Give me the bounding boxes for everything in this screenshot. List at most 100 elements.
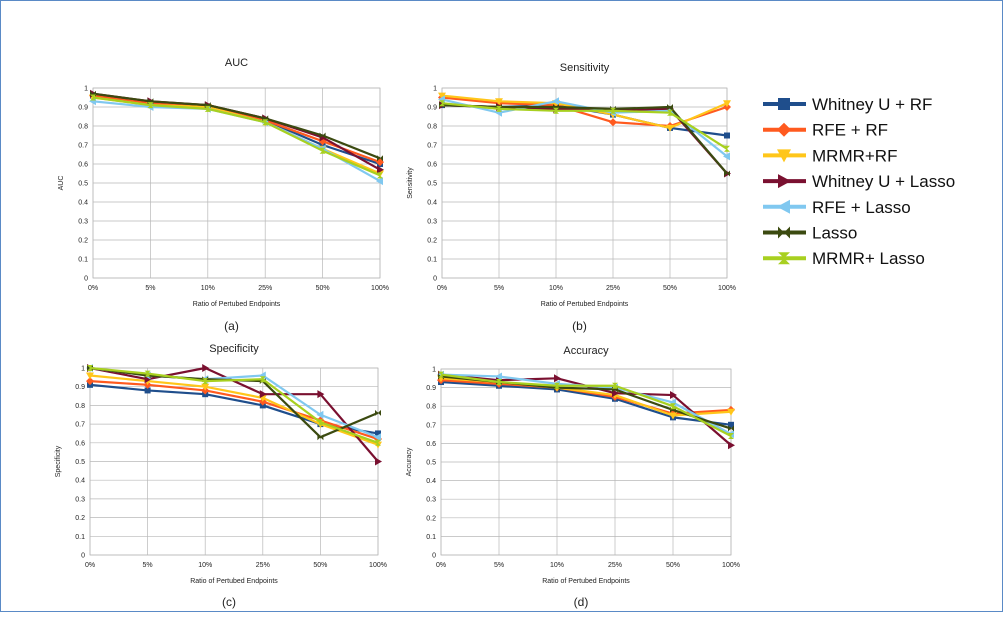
data-point: [375, 439, 381, 446]
legend-label: Whitney U + RF: [812, 95, 932, 114]
y-tick-label: 0.9: [426, 385, 436, 392]
data-point: [262, 119, 269, 126]
x-axis-label: Ratio of Pertubed Endpoints: [193, 301, 281, 308]
y-axis-label: AUC: [58, 176, 65, 191]
data-point: [612, 389, 619, 398]
y-tick-label: 1: [84, 86, 88, 93]
y-tick-label: 0.2: [427, 238, 437, 245]
x-tick-label: 5%: [145, 285, 155, 292]
series-mrmr-lasso: [87, 365, 381, 446]
data-point: [377, 165, 384, 174]
x-tick-label: 0%: [88, 285, 98, 292]
x-tick-label: 25%: [606, 285, 620, 292]
data-point: [669, 412, 677, 420]
x-tick-label: 0%: [437, 285, 447, 292]
data-point: [553, 107, 559, 114]
y-tick-label: 0.1: [78, 257, 88, 264]
y-tick-label: 1: [432, 367, 436, 374]
data-point: [144, 387, 151, 394]
data-point: [724, 132, 730, 139]
figure-frame: [0, 0, 1003, 612]
data-point: [376, 177, 383, 186]
x-tick-label: 50%: [316, 285, 330, 292]
x-tick-label: 100%: [722, 562, 740, 569]
series-line: [89, 379, 379, 441]
x-tick-label: 50%: [313, 562, 327, 569]
data-point: [670, 403, 676, 410]
legend-marker-icon: [778, 98, 790, 110]
legend-marker-icon: [777, 199, 790, 214]
data-point: [728, 425, 734, 432]
data-point: [259, 390, 267, 399]
x-tick-label: 25%: [608, 562, 622, 569]
y-tick-label: 0.1: [427, 257, 437, 264]
y-tick-label: 0.9: [427, 105, 437, 112]
y-tick-label: 0: [84, 276, 88, 283]
x-tick-label: 5%: [143, 562, 153, 569]
data-point: [375, 409, 381, 416]
y-tick-label: 0.3: [75, 496, 85, 503]
series-line: [441, 102, 728, 150]
x-axis-label: Ratio of Pertubed Endpoints: [190, 578, 278, 585]
series-whitney-u-lasso: [439, 101, 731, 178]
legend-marker-icon: [777, 149, 791, 163]
data-point: [374, 433, 381, 442]
y-tick-label: 0.3: [427, 219, 437, 226]
data-point: [723, 100, 731, 108]
data-point: [612, 382, 618, 389]
chart-panel-auc: 00.10.20.30.40.50.60.70.80.910% 5% 10% 25% 5…: [58, 57, 389, 333]
legend-item-whitney-u-rf: Whitney U + RF: [763, 95, 932, 114]
y-tick-label: 0.3: [78, 219, 88, 226]
data-point: [496, 105, 502, 112]
data-point: [144, 375, 152, 384]
data-point: [147, 102, 154, 109]
x-axis-label: Ratio of Pertubed Endpoints: [541, 301, 629, 308]
y-tick-label: 0.7: [75, 422, 85, 429]
legend-item-rfe-rf: RFE + RF: [763, 121, 888, 140]
y-tick-label: 0.6: [426, 441, 436, 448]
legend-label: MRMR+RF: [812, 146, 897, 165]
data-point: [317, 434, 324, 441]
legend-marker-icon: [778, 174, 791, 189]
x-tick-label: 10%: [549, 285, 563, 292]
chart-panel-specificity: 00.10.20.30.40.50.60.70.80.910% 5% 10% 25% 5…: [55, 343, 387, 609]
y-tick-label: 0.4: [427, 200, 437, 207]
series-line: [441, 104, 728, 175]
data-point: [728, 432, 734, 439]
chart-panel-accuracy: 00.10.20.30.40.50.60.70.80.910% 5% 10% 25% 5…: [406, 345, 740, 609]
x-tick-label: 50%: [663, 285, 677, 292]
legend-item-mrmr-lasso: MRMR+ Lasso: [763, 249, 925, 268]
data-point: [375, 430, 381, 437]
data-point: [609, 118, 617, 127]
y-tick-label: 0.4: [75, 478, 85, 485]
x-tick-label: 25%: [256, 562, 270, 569]
data-point: [728, 441, 735, 450]
series-mrmr-lasso: [439, 100, 730, 152]
legend-item-mrmr-rf: MRMR+RF: [763, 146, 897, 165]
data-point: [667, 104, 673, 110]
y-tick-label: 0.7: [427, 143, 437, 150]
chart-title: Sensitivity: [560, 62, 610, 74]
data-point: [666, 124, 674, 132]
y-tick-label: 0.1: [75, 534, 85, 541]
data-point: [438, 92, 446, 100]
data-point: [724, 145, 730, 152]
chart-title: Accuracy: [563, 345, 609, 357]
y-axis-label: Sensitivity: [407, 167, 414, 199]
x-tick-label: 100%: [718, 285, 736, 292]
legend-marker-icon: [778, 252, 790, 265]
legend-label: Whitney U + Lasso: [812, 172, 955, 191]
y-tick-label: 0.4: [78, 200, 88, 207]
legend-item-whitney-u-lasso: Whitney U + Lasso: [763, 172, 955, 191]
data-point: [144, 370, 151, 377]
y-tick-label: 0.6: [427, 162, 437, 169]
y-tick-label: 1: [433, 86, 437, 93]
y-tick-label: 0.5: [427, 181, 437, 188]
data-point: [87, 365, 93, 371]
y-tick-label: 0.6: [75, 440, 85, 447]
y-tick-label: 0.4: [426, 478, 436, 485]
y-axis-label: Accuracy: [406, 447, 413, 476]
data-point: [724, 170, 730, 177]
data-point: [438, 371, 444, 378]
